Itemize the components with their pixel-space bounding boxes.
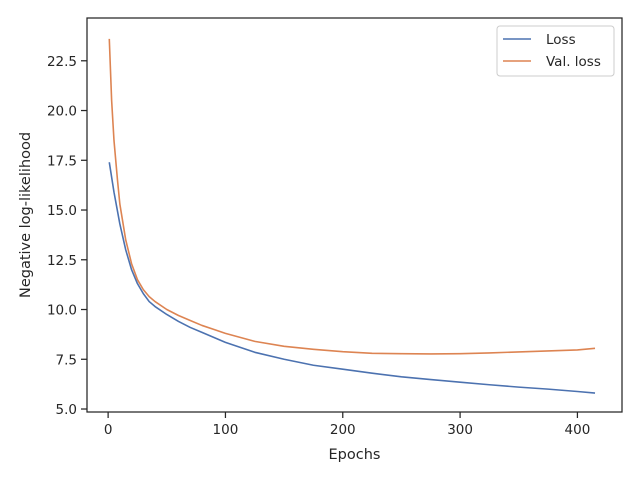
- series-line-val-loss: [108, 38, 596, 355]
- x-axis-label: Epochs: [329, 447, 381, 463]
- y-tick-label: 5.0: [56, 402, 77, 418]
- y-tick-label: 20.0: [47, 104, 77, 120]
- legend-label: Loss: [546, 32, 576, 48]
- y-tick-label: 15.0: [47, 203, 77, 219]
- y-axis-label: Negative log-likelihood: [18, 132, 34, 298]
- x-tick-label: 0: [104, 422, 113, 438]
- x-tick-label: 300: [447, 422, 473, 438]
- x-tick-label: 100: [213, 422, 239, 438]
- x-tick-label: 400: [565, 422, 591, 438]
- plot-series: [108, 38, 596, 394]
- y-tick-label: 12.5: [47, 253, 77, 269]
- y-tick-label: 7.5: [56, 352, 77, 368]
- y-tick-label: 10.0: [47, 303, 77, 319]
- y-axis: 5.0 7.5 10.0 12.5 15.0 17.5 20.0 22.5: [47, 54, 87, 418]
- x-tick-label: 200: [330, 422, 356, 438]
- legend-label: Val. loss: [546, 54, 601, 70]
- y-tick-label: 17.5: [47, 153, 77, 169]
- plot-frame: [86, 17, 623, 413]
- x-axis: 0 100 200 300 400: [104, 412, 590, 438]
- legend: Loss Val. loss: [496, 25, 615, 77]
- y-tick-label: 22.5: [47, 54, 77, 70]
- series-line-loss: [108, 162, 596, 394]
